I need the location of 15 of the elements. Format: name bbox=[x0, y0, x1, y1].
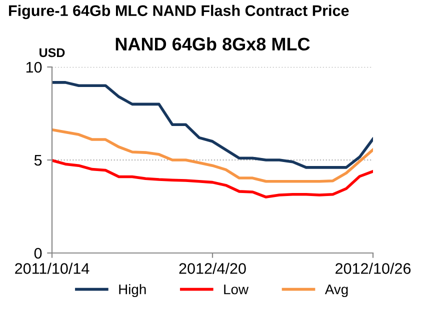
line-series bbox=[52, 81, 373, 169]
x-tick-label: 2011/10/14 bbox=[15, 262, 90, 274]
legend-label: High bbox=[119, 284, 146, 298]
chart-subtitle: NAND 64Gb 8Gx8 MLC bbox=[116, 37, 310, 51]
legend-label: Low bbox=[224, 284, 249, 294]
y-tick-label: 0 bbox=[34, 248, 42, 259]
x-tick-label: 2012/4/20 bbox=[179, 262, 246, 274]
y-tick-label: 5 bbox=[34, 155, 42, 166]
chart-title: Figure-1 64Gb MLC NAND Flash Contract Price bbox=[9, 4, 349, 20]
y-tick-label: 10 bbox=[26, 62, 42, 73]
y-axis-title: USD bbox=[40, 48, 65, 58]
line-series bbox=[52, 158, 373, 198]
x-tick-label: 2012/10/26 bbox=[336, 262, 411, 274]
line-series bbox=[52, 128, 373, 183]
legend-label: Avg bbox=[324, 284, 348, 298]
